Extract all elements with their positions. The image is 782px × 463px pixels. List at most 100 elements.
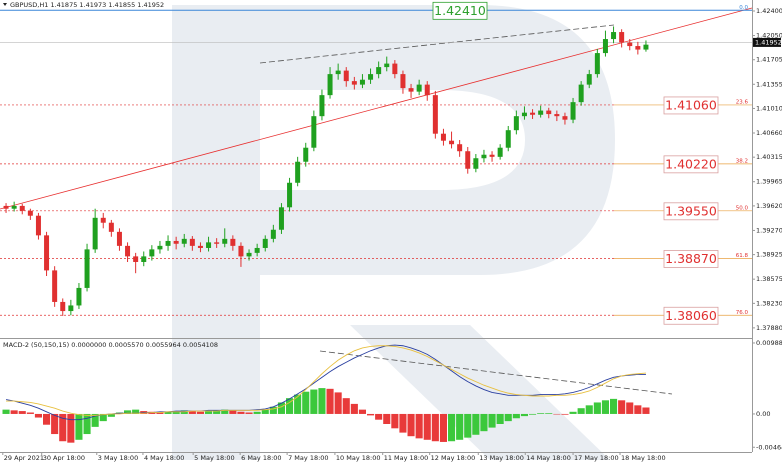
candle-body bbox=[222, 238, 228, 244]
candle-body bbox=[465, 151, 471, 169]
candle-body bbox=[368, 74, 374, 80]
trend-line bbox=[0, 7, 753, 210]
macd-bar bbox=[67, 413, 75, 443]
candle-body bbox=[359, 79, 365, 85]
x-tick-label: 10 May 18:00 bbox=[336, 454, 381, 462]
candle-body bbox=[197, 245, 203, 248]
macd-bar bbox=[43, 413, 51, 425]
macd-bar bbox=[626, 402, 634, 414]
macd-bar bbox=[585, 405, 593, 414]
macd-bar bbox=[294, 394, 302, 414]
candle-body bbox=[133, 256, 139, 262]
fib-level: 0.0 bbox=[739, 5, 748, 11]
candle-body bbox=[643, 44, 649, 50]
x-tick-label: 14 May 18:00 bbox=[526, 454, 571, 462]
candle-body bbox=[440, 133, 446, 141]
y-tick-label: 1.41705 bbox=[756, 56, 782, 64]
candle-body bbox=[149, 249, 155, 257]
candle-body bbox=[238, 245, 244, 257]
candle-body bbox=[254, 247, 260, 253]
candle-body bbox=[505, 130, 511, 148]
candle-body bbox=[52, 270, 58, 302]
fib-level: 50.0 bbox=[736, 205, 749, 211]
candle-body bbox=[335, 70, 341, 75]
candle-body bbox=[3, 205, 9, 209]
last-price-box bbox=[753, 37, 781, 47]
macd-bar bbox=[310, 389, 318, 414]
macd-bar bbox=[537, 413, 545, 414]
macd-bar bbox=[318, 388, 326, 414]
macd-bar bbox=[488, 413, 496, 428]
macd-bar bbox=[196, 411, 204, 414]
macd-bar bbox=[99, 413, 107, 422]
x-tick-label: 12 May 18:00 bbox=[431, 454, 476, 462]
macd-bar bbox=[399, 413, 407, 433]
macd-bar bbox=[391, 413, 399, 429]
y-tick-label: 0.0098847 bbox=[756, 339, 782, 347]
macd-bar bbox=[75, 413, 83, 440]
macd-bar bbox=[156, 412, 164, 414]
macd-bar bbox=[593, 402, 601, 414]
macd-bar bbox=[326, 388, 334, 414]
macd-bar bbox=[610, 398, 618, 414]
candle-body bbox=[92, 217, 98, 250]
macd-bar bbox=[431, 413, 439, 442]
macd-bar bbox=[577, 408, 585, 414]
candle-body bbox=[278, 207, 284, 230]
candle-body bbox=[408, 88, 414, 92]
x-tick-label: 7 May 18:00 bbox=[288, 454, 328, 462]
macd-bar bbox=[618, 400, 626, 414]
candle-body bbox=[100, 217, 106, 223]
macd-bar bbox=[472, 413, 480, 435]
fib-level: 38.2 bbox=[736, 158, 748, 164]
macd-bar bbox=[83, 413, 91, 435]
macd-bar bbox=[107, 413, 115, 417]
fib-level: 23.6 bbox=[736, 99, 749, 105]
macd-bar bbox=[269, 406, 277, 414]
macd-line bbox=[6, 345, 646, 416]
y-tick-label: 1.41010 bbox=[756, 104, 782, 112]
macd-bar bbox=[553, 413, 561, 415]
candle-body bbox=[384, 63, 390, 68]
candle-body bbox=[449, 140, 455, 145]
candle-body bbox=[586, 74, 592, 85]
fib-level: 61.8 bbox=[736, 253, 749, 259]
macd-bar bbox=[407, 413, 415, 437]
macd-bar bbox=[439, 413, 447, 442]
candle-body bbox=[60, 301, 66, 312]
y-tick-label: 1.41355 bbox=[756, 80, 782, 88]
fib-price-label: 1.40220 bbox=[665, 156, 717, 171]
y-tick-label: 0.00 bbox=[756, 410, 770, 418]
macd-bar bbox=[91, 413, 99, 427]
candle-body bbox=[189, 238, 195, 246]
fib-price-label: 1.41060 bbox=[665, 97, 717, 112]
macd-bar bbox=[569, 411, 577, 414]
candle-body bbox=[432, 95, 438, 134]
macd-bar bbox=[383, 413, 391, 424]
x-tick-label: 29 Apr 2021 bbox=[4, 454, 44, 462]
macd-bar bbox=[277, 402, 285, 414]
candle-body bbox=[230, 238, 236, 246]
y-tick-label: 1.40315 bbox=[756, 153, 782, 161]
candle-body bbox=[181, 238, 187, 244]
candle-body bbox=[319, 95, 325, 117]
candle-body bbox=[44, 235, 50, 271]
macd-bar bbox=[188, 411, 196, 414]
macd-bar bbox=[2, 409, 10, 414]
macd-bar bbox=[496, 413, 504, 424]
macd-bar bbox=[205, 411, 213, 414]
candle-body bbox=[270, 229, 276, 239]
candle-body bbox=[76, 287, 82, 306]
macd-bar bbox=[512, 413, 520, 419]
candle-body bbox=[303, 147, 309, 162]
fib-price-box bbox=[663, 155, 719, 174]
candle-body bbox=[611, 32, 617, 40]
macd-bar bbox=[59, 413, 67, 442]
header-icon bbox=[3, 3, 7, 6]
y-tick-label: -0.00464 bbox=[756, 443, 782, 451]
macd-bar bbox=[423, 413, 431, 440]
macd-bar bbox=[124, 410, 132, 414]
fib-price-box bbox=[663, 250, 719, 268]
chart-header: GBPUSD,H1 1.41875 1.41973 1.41855 1.4195… bbox=[10, 1, 164, 9]
